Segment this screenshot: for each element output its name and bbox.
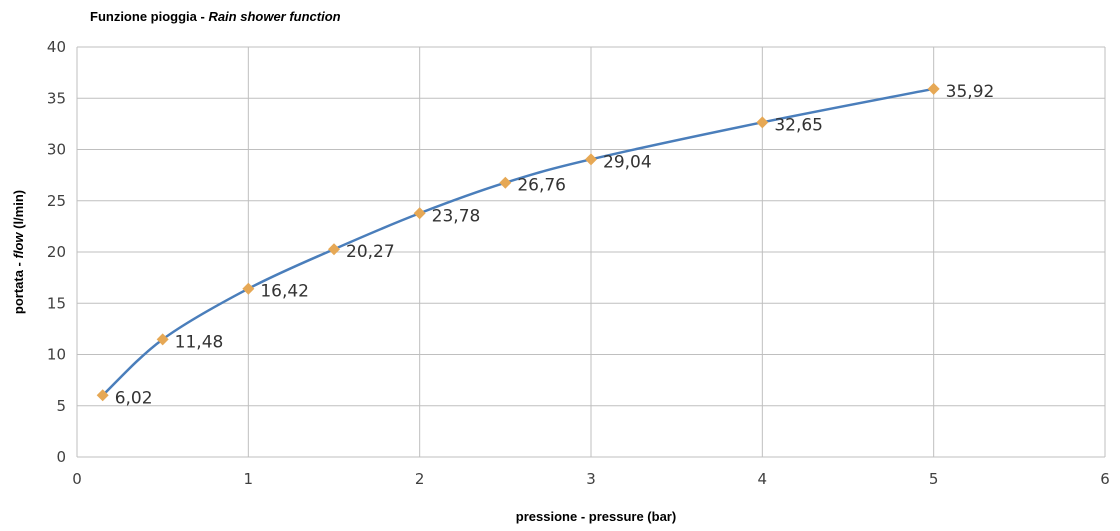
y-tick-label: 0 <box>56 448 66 466</box>
data-point <box>413 207 426 220</box>
x-tick-label: 5 <box>929 470 939 488</box>
x-tick-label: 3 <box>586 470 596 488</box>
y-tick-label: 15 <box>47 294 66 312</box>
data-label: 16,42 <box>260 282 309 302</box>
data-label: 6,02 <box>115 388 153 408</box>
data-point <box>756 116 769 129</box>
data-label: 23,78 <box>432 206 481 226</box>
tick-labels: 0 5 10 15 20 25 30 35 40 0 1 2 3 4 5 6 <box>47 38 1110 488</box>
data-label: 29,04 <box>603 152 652 172</box>
x-axis-label: pressione - pressure (bar) <box>516 509 676 524</box>
data-point <box>328 243 340 256</box>
x-tick-label: 0 <box>72 470 82 488</box>
data-point <box>96 389 109 402</box>
data-label: 32,65 <box>774 115 823 135</box>
data-label: 26,76 <box>517 176 566 196</box>
y-tick-label: 40 <box>47 38 66 56</box>
chart-title-main: Funzione pioggia - <box>90 9 208 24</box>
data-markers <box>96 82 940 402</box>
y-tick-label: 10 <box>47 346 66 364</box>
chart-title: Funzione pioggia - Rain shower function <box>90 9 341 24</box>
x-tick-label: 1 <box>244 470 254 488</box>
y-tick-label: 35 <box>47 89 66 107</box>
data-labels: 6,02 11,48 16,42 20,27 23,78 26,76 29,04 32,65 3… <box>115 82 995 408</box>
data-label: 35,92 <box>946 82 995 102</box>
data-label: 11,48 <box>175 332 224 352</box>
y-tick-label: 5 <box>56 397 66 415</box>
y-axis-label: portata - flow (l/min) <box>11 190 26 314</box>
x-tick-label: 2 <box>415 470 425 488</box>
x-tick-label: 4 <box>758 470 768 488</box>
y-tick-label: 20 <box>47 243 66 261</box>
x-tick-label: 6 <box>1100 470 1110 488</box>
data-point <box>585 153 597 166</box>
data-point <box>242 282 255 295</box>
gridlines <box>76 46 1106 458</box>
y-axis-label-suffix: (l/min) <box>11 190 26 233</box>
y-tick-label: 25 <box>47 192 66 210</box>
data-point <box>156 333 169 346</box>
data-point <box>499 176 512 189</box>
y-axis-label-italic: flow <box>11 232 26 259</box>
chart-title-italic: Rain shower function <box>208 9 340 24</box>
data-point <box>927 82 940 95</box>
y-tick-label: 30 <box>47 141 66 159</box>
data-label: 20,27 <box>346 242 395 262</box>
y-axis-label-prefix: portata - <box>11 258 26 314</box>
